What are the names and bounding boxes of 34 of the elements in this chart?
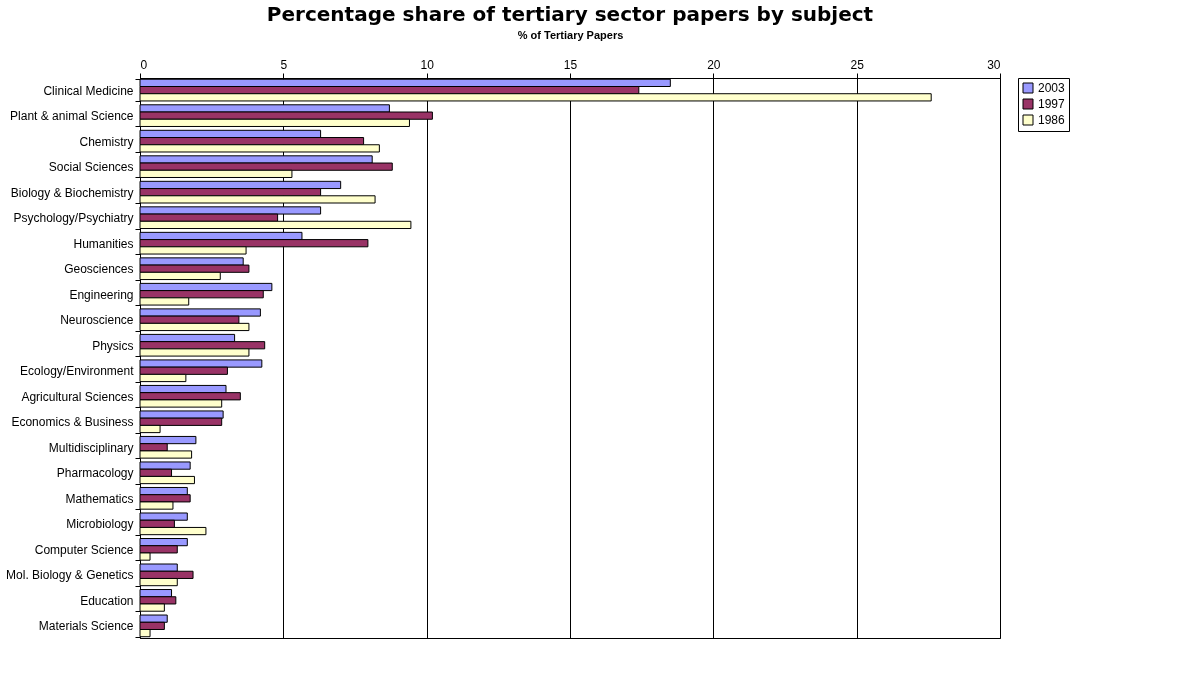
x-tick-label: 30 xyxy=(987,57,1001,72)
x-tick-label: 5 xyxy=(280,57,288,72)
x-tick-label: 15 xyxy=(563,57,578,72)
y-tick-label: Education xyxy=(80,593,134,608)
y-tick-label: Chemistry xyxy=(79,134,134,149)
legend-label: 1986 xyxy=(1038,113,1066,127)
y-tick-label: Materials Science xyxy=(38,619,134,634)
x-tick-label: 0 xyxy=(140,57,148,72)
x-tick-label: 10 xyxy=(420,57,435,72)
y-tick-label: Clinical Medicine xyxy=(43,83,134,98)
x-tick-label: 25 xyxy=(850,57,865,72)
y-tick-label: Social Sciences xyxy=(48,160,134,175)
y-tick-label: Economics & Business xyxy=(11,415,134,430)
x-axis-title: % of Tertiary Papers xyxy=(517,28,624,41)
x-tick-label: 20 xyxy=(707,57,721,72)
y-tick-label: Geosciences xyxy=(64,262,134,277)
y-tick-label: Physics xyxy=(92,338,134,353)
y-tick-label: Computer Science xyxy=(34,542,134,557)
legend-label: 1997 xyxy=(1038,97,1066,111)
y-tick-label: Microbiology xyxy=(66,517,134,532)
y-tick-label: Biology & Biochemistry xyxy=(10,185,134,200)
legend-label: 2003 xyxy=(1038,81,1066,95)
y-tick-label: Mathematics xyxy=(65,491,134,506)
y-tick-label: Neuroscience xyxy=(60,313,134,328)
y-tick-label: Agricultural Sciences xyxy=(21,389,134,404)
y-tick-label: Humanities xyxy=(73,236,134,251)
y-tick-label: Psychology/Psychiatry xyxy=(13,211,134,226)
y-tick-label: Pharmacology xyxy=(56,466,134,481)
y-tick-label: Plant & animal Science xyxy=(10,109,134,124)
y-tick-label: Mol. Biology & Genetics xyxy=(6,568,134,583)
y-tick-label: Multidisciplinary xyxy=(48,440,134,455)
chart-title: Percentage share of tertiary sector papers by subject xyxy=(266,2,874,26)
y-tick-label: Ecology/Environment xyxy=(20,364,135,379)
y-tick-label: Engineering xyxy=(69,287,134,302)
